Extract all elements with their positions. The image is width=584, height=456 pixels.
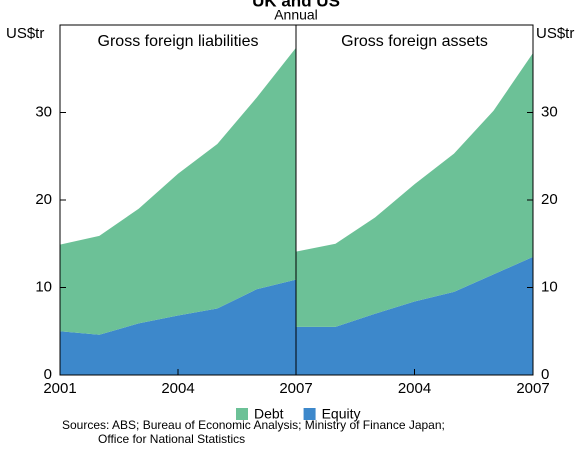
y-axis-label: US$tr	[536, 25, 574, 42]
y-tick-label: 30	[35, 103, 52, 120]
x-tick-label: 2001	[43, 380, 76, 397]
y-tick-label: 30	[541, 103, 558, 120]
area	[296, 53, 533, 327]
area	[60, 47, 296, 335]
y-tick-label: 20	[541, 191, 558, 208]
legend-label: Equity	[322, 406, 361, 422]
chart-subtitle: Annual	[274, 7, 318, 23]
y-axis-label: US$tr	[6, 25, 44, 42]
panel-title: Gross foreign liabilities	[98, 33, 259, 50]
source: Sources: ABS; Bureau of Economic Analysi…	[62, 418, 445, 432]
legend-label: Debt	[254, 406, 284, 422]
chart-title: UK and US	[252, 0, 340, 10]
y-tick-label: 0	[541, 366, 549, 383]
y-tick-label: 20	[35, 191, 52, 208]
panel-title: Gross foreign assets	[341, 33, 488, 50]
source: Office for National Statistics	[98, 432, 245, 446]
area	[296, 256, 533, 375]
legend-swatch	[303, 408, 316, 420]
x-tick-label: 2004	[161, 380, 194, 397]
x-tick-label: 2007	[279, 380, 312, 397]
y-tick-label: 0	[44, 366, 52, 383]
area	[60, 279, 296, 375]
x-tick-label: 2004	[398, 380, 431, 397]
y-tick-label: 10	[541, 278, 558, 295]
legend-swatch	[236, 408, 248, 420]
x-tick-label: 2007	[516, 380, 549, 397]
y-tick-label: 10	[35, 278, 52, 295]
